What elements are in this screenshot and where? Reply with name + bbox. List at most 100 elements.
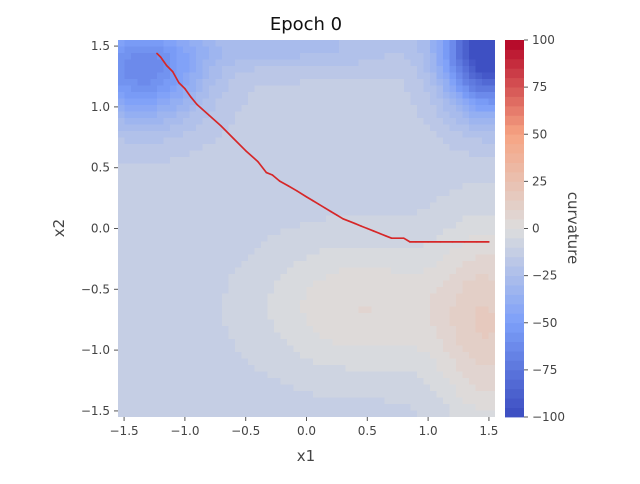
heatmap-cell [482, 404, 490, 412]
heatmap-cell [384, 170, 392, 178]
heatmap-cell [391, 391, 399, 399]
heatmap-cell [202, 222, 210, 230]
heatmap-cell [371, 118, 379, 126]
colorbar-segment [505, 181, 524, 192]
heatmap-cell [345, 384, 353, 392]
heatmap-cell [131, 332, 139, 340]
heatmap-cell [313, 358, 321, 366]
heatmap-cell [436, 150, 444, 158]
heatmap-cell [319, 53, 327, 61]
heatmap-cell [118, 254, 126, 262]
heatmap-cell [482, 300, 490, 308]
heatmap-cell [339, 202, 347, 210]
heatmap-cell [462, 306, 470, 314]
heatmap-cell [391, 410, 399, 417]
heatmap-cell [118, 410, 126, 417]
heatmap-cell [326, 124, 334, 132]
heatmap-cell [137, 150, 145, 158]
heatmap-cell [163, 358, 171, 366]
heatmap-cell [118, 163, 126, 171]
heatmap-cell [215, 79, 223, 87]
heatmap-cell [371, 150, 379, 158]
heatmap-cell [228, 404, 236, 412]
heatmap-cell [436, 228, 444, 236]
heatmap-cell [488, 397, 495, 405]
heatmap-cell [209, 384, 217, 392]
heatmap-cell [274, 215, 282, 223]
trajectory-point [330, 210, 332, 213]
heatmap-cell [449, 183, 457, 191]
heatmap-cell [443, 79, 451, 87]
heatmap-cell [235, 124, 243, 132]
heatmap-cell [482, 183, 490, 191]
heatmap-cell [215, 131, 223, 139]
heatmap-cell [404, 261, 412, 269]
heatmap-cell [391, 163, 399, 171]
heatmap-cell [417, 163, 425, 171]
heatmap-cell [274, 254, 282, 262]
heatmap-cell [235, 170, 243, 178]
heatmap-cell [163, 209, 171, 217]
heatmap-cell [352, 248, 360, 256]
heatmap-cell [170, 118, 178, 126]
heatmap-cell [456, 46, 464, 54]
heatmap-cell [358, 365, 366, 373]
heatmap-cell [391, 306, 399, 314]
heatmap-cell [222, 267, 230, 275]
heatmap-cell [202, 404, 210, 412]
y-tick-label: 1.5 [91, 39, 110, 53]
heatmap-cell [235, 332, 243, 340]
colorbar-segment [505, 200, 524, 211]
heatmap-cell [176, 131, 184, 139]
heatmap-cell [261, 280, 269, 288]
heatmap-cell [254, 66, 262, 74]
heatmap-cell [358, 189, 366, 197]
heatmap-cell [391, 280, 399, 288]
heatmap-cell [469, 306, 477, 314]
heatmap-cell [339, 241, 347, 249]
heatmap-cell [488, 287, 495, 295]
heatmap-cell [124, 137, 132, 145]
heatmap-cell [267, 183, 275, 191]
heatmap-cell [449, 66, 457, 74]
trajectory-point [171, 70, 174, 73]
heatmap-cell [384, 287, 392, 295]
colorbar-segment [505, 228, 524, 239]
heatmap-cell [410, 183, 418, 191]
heatmap-cell [456, 274, 464, 282]
heatmap-cell [462, 391, 470, 399]
heatmap-cell [332, 235, 340, 243]
heatmap-cell [144, 410, 152, 417]
heatmap-cell [371, 209, 379, 217]
heatmap-cell [137, 46, 145, 54]
heatmap-cell [300, 189, 308, 197]
heatmap-cell [410, 59, 418, 67]
heatmap-cell [124, 306, 132, 314]
heatmap-cell [300, 85, 308, 93]
heatmap-cell [235, 280, 243, 288]
heatmap-cell [157, 46, 165, 54]
heatmap-cell [345, 189, 353, 197]
heatmap-cell [209, 92, 217, 100]
heatmap-cell [384, 391, 392, 399]
heatmap-cell [436, 209, 444, 217]
heatmap-cell [196, 189, 204, 197]
heatmap-cell [365, 137, 373, 145]
heatmap-cell [469, 98, 477, 106]
heatmap-cell [222, 150, 230, 158]
heatmap-cell [384, 118, 392, 126]
heatmap-cell [124, 66, 132, 74]
heatmap-cell [488, 163, 495, 171]
heatmap-cell [144, 111, 152, 119]
heatmap-cell [410, 150, 418, 158]
heatmap-cell [449, 300, 457, 308]
heatmap-cell [313, 326, 321, 334]
heatmap-cell [222, 176, 230, 184]
heatmap-cell [339, 124, 347, 132]
heatmap-cell [241, 53, 249, 61]
heatmap-cell [326, 111, 334, 119]
heatmap-cell [274, 404, 282, 412]
heatmap-cell [137, 53, 145, 61]
heatmap-cell [287, 59, 295, 67]
